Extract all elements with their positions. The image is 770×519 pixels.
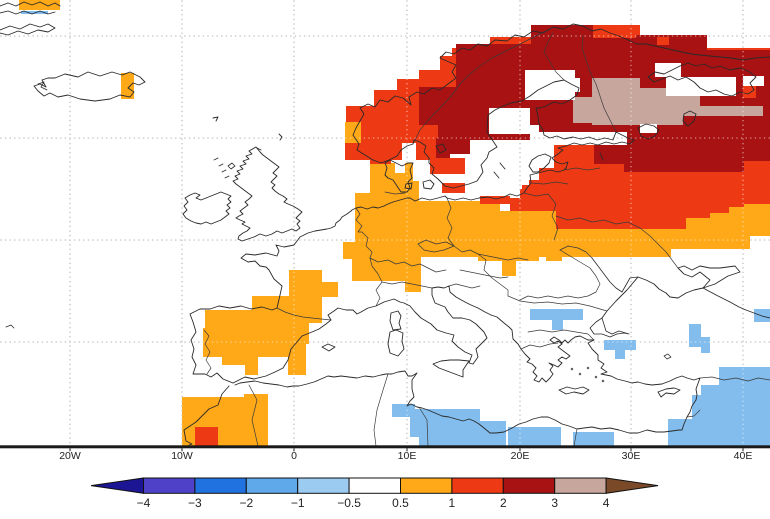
- svg-text:−3: −3: [188, 496, 202, 510]
- svg-text:30E: 30E: [622, 450, 641, 462]
- svg-text:4: 4: [603, 496, 610, 510]
- svg-text:−4: −4: [137, 496, 151, 510]
- svg-text:40E: 40E: [734, 450, 753, 462]
- svg-text:0: 0: [291, 450, 297, 462]
- svg-text:−1: −1: [291, 496, 305, 510]
- svg-text:1: 1: [449, 496, 456, 510]
- svg-text:−2: −2: [239, 496, 253, 510]
- svg-text:20E: 20E: [511, 450, 530, 462]
- svg-text:2: 2: [500, 496, 507, 510]
- svg-text:−0.5: −0.5: [337, 496, 361, 510]
- svg-text:10W: 10W: [171, 450, 193, 462]
- svg-text:20W: 20W: [59, 450, 81, 462]
- svg-text:0.5: 0.5: [392, 496, 409, 510]
- svg-text:10E: 10E: [398, 450, 417, 462]
- svg-text:3: 3: [551, 496, 558, 510]
